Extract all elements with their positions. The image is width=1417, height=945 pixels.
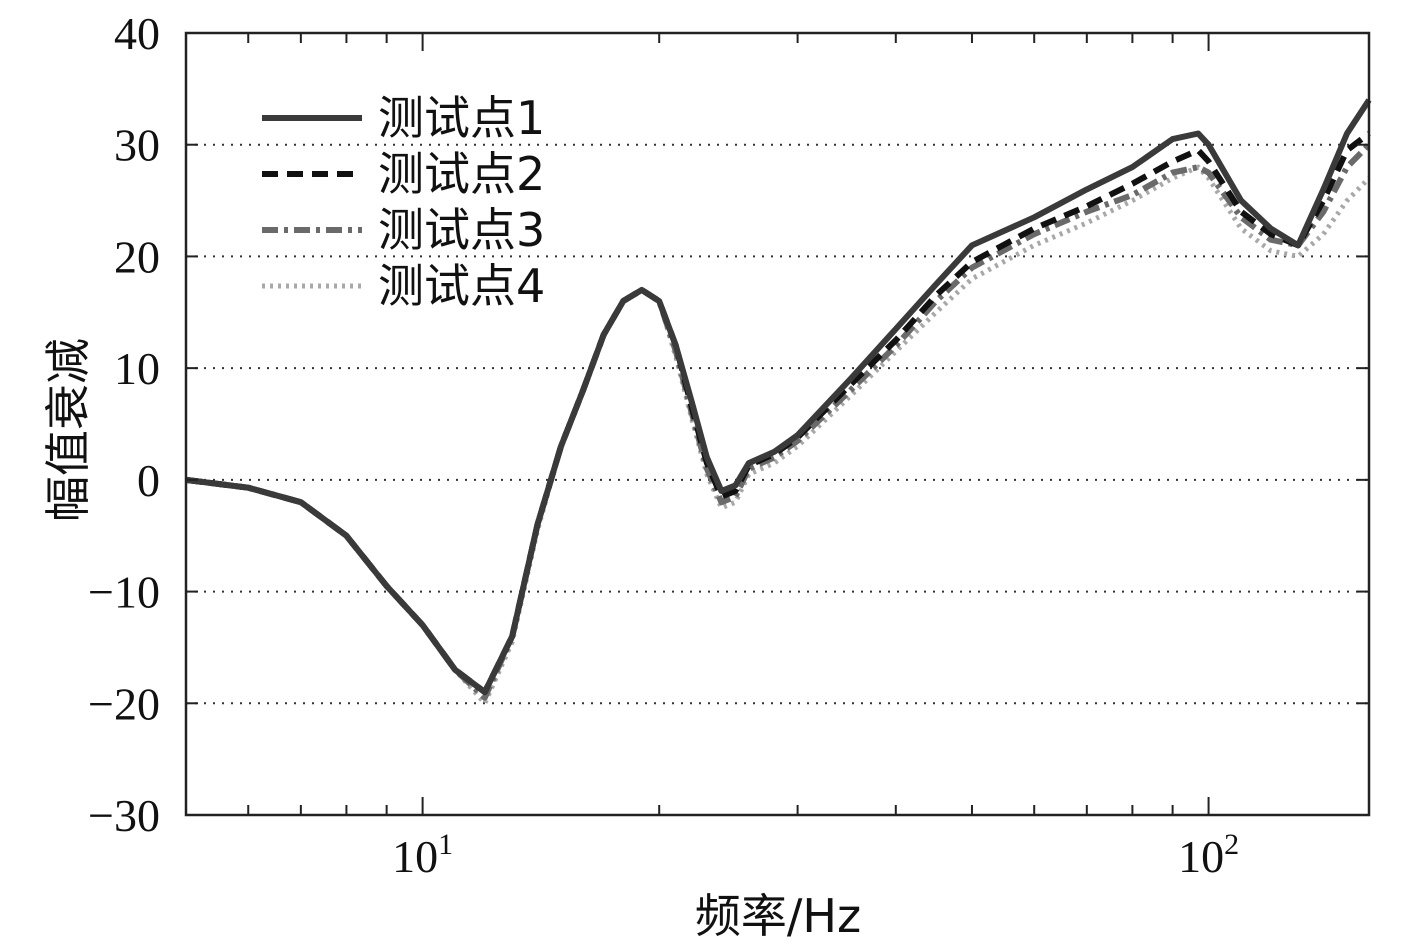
series-line-3 [185,142,1372,701]
y-tick-label: −10 [88,567,160,618]
x-tick-labels: 101 102 [392,828,1239,882]
series-lines [185,98,1372,706]
legend-label-4: 测试点4 [378,259,545,313]
y-tick-label: 0 [137,455,160,506]
x-tick-label: 101 [392,828,453,882]
y-tick-labels: −30 −20 −10 0 10 20 30 40 [88,8,160,841]
series-line-2 [185,131,1371,696]
legend-label-3: 测试点3 [378,203,545,257]
legend-label-1: 测试点1 [378,91,545,145]
y-axis-title: 幅值衰减 [41,338,95,522]
x-axis-title: 频率/Hz [695,889,861,943]
series-line-1 [185,98,1372,696]
y-tick-label: 40 [114,8,160,59]
y-tick-label: −20 [88,678,160,729]
y-tick-label: 10 [114,343,160,394]
legend-label-2: 测试点2 [378,147,545,201]
series-line-4 [185,164,1371,706]
y-tick-label: 20 [114,231,160,282]
y-tick-label: −30 [88,790,160,841]
y-tick-label: 30 [114,120,160,171]
plot-frame [184,31,1371,817]
tick-marks [185,32,1369,816]
x-tick-label: 102 [1178,828,1239,882]
grid-lines [186,143,1369,705]
